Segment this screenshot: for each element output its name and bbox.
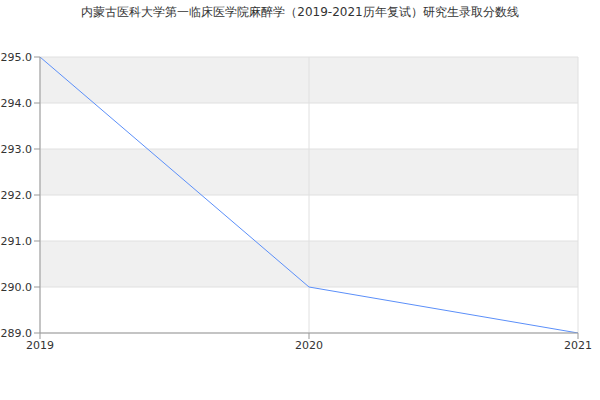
svg-text:290.0: 290.0 xyxy=(8,281,32,294)
svg-text:291.0: 291.0 xyxy=(8,235,32,248)
svg-text:295.0: 295.0 xyxy=(8,51,32,64)
svg-text:292.0: 292.0 xyxy=(8,189,32,202)
svg-text:293.0: 293.0 xyxy=(8,143,32,156)
svg-text:289.0: 289.0 xyxy=(8,327,32,340)
svg-text:2020: 2020 xyxy=(295,339,323,352)
svg-text:294.0: 294.0 xyxy=(8,97,32,110)
html-text:内蒙古医科大学第一临床医学院麻醉学（2019-2021历年复: 内蒙古医科大学第一临床医学院麻醉学（2019-2021历年复试）研究生录取分数线 xyxy=(81,5,519,19)
svg-text:2019: 2019 xyxy=(26,339,54,352)
svg-text:2021: 2021 xyxy=(564,339,592,352)
